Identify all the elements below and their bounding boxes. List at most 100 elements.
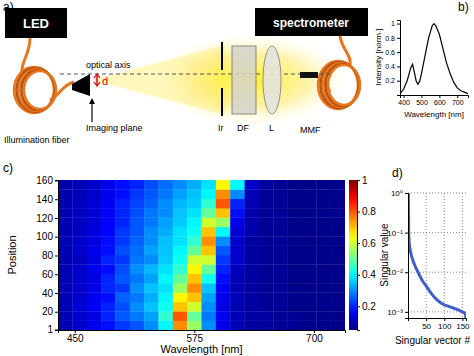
heatmap-cell xyxy=(58,180,73,190)
tick: 0.8 xyxy=(385,35,400,42)
heatmap-cell xyxy=(187,218,202,228)
heatmap-cell xyxy=(316,283,331,293)
grid-line xyxy=(408,311,466,312)
heatmap-cell xyxy=(144,218,159,228)
tick-label: 400 xyxy=(398,99,410,106)
fiber-coil xyxy=(22,70,56,110)
heatmap-cell xyxy=(87,189,102,199)
tick: 100 xyxy=(438,318,452,331)
axis-line xyxy=(405,194,409,319)
heatmap-cell xyxy=(87,236,102,246)
axis: 0.20.40.60.81 xyxy=(385,20,400,95)
tick-label: 0.8 xyxy=(362,206,376,217)
tick-label: 0.6 xyxy=(385,49,395,56)
heatmap-cell xyxy=(273,293,288,303)
heatmap-cell xyxy=(158,274,173,284)
heatmap-cell xyxy=(173,321,188,330)
tick-label: 100 xyxy=(36,231,53,242)
imaging-plane-label: Imaging plane xyxy=(86,123,143,133)
heatmap-cell xyxy=(288,293,303,303)
heatmap-cell xyxy=(273,199,288,209)
heatmap-cell xyxy=(187,246,202,256)
heatmap-cell xyxy=(202,227,217,237)
heatmap-cell xyxy=(216,274,231,284)
heatmap-cell xyxy=(87,255,102,265)
tick-label: 0.8 xyxy=(385,35,395,42)
heatmap-cell xyxy=(72,218,87,228)
tick-mark xyxy=(426,318,427,321)
tick: 0.2 xyxy=(385,77,400,84)
tick: 120 xyxy=(36,213,58,224)
heatmap-cell xyxy=(72,321,87,330)
heatmap-cell xyxy=(72,274,87,284)
tick: 60 xyxy=(42,269,58,280)
lens xyxy=(263,46,281,114)
axis: 400500600700 xyxy=(398,95,468,106)
panel-label: c) xyxy=(3,161,13,175)
heatmap-cell xyxy=(173,302,188,312)
diffuser xyxy=(232,46,256,114)
heatmap-cell xyxy=(316,255,331,265)
heatmap-cell xyxy=(58,189,73,199)
heatmap-cell xyxy=(259,246,274,256)
chart-0: 4005006007000.20.40.60.81b)Wavelength [n… xyxy=(374,0,469,119)
heatmap-cell xyxy=(58,218,73,228)
heatmap-cell xyxy=(144,189,159,199)
optical-axis-line xyxy=(60,74,330,75)
grid-line xyxy=(462,193,463,318)
tick: 10⁻³ xyxy=(387,308,408,317)
heatmap-cell xyxy=(288,311,303,321)
heatmap-cell xyxy=(58,255,73,265)
heatmap-cell xyxy=(87,227,102,237)
heatmap-cell xyxy=(216,208,231,218)
tick: 140 xyxy=(36,194,58,205)
heatmap-cell xyxy=(245,311,260,321)
heatmap-cell xyxy=(101,274,116,284)
heatmap-cell xyxy=(101,321,116,330)
tick-mark xyxy=(405,193,408,194)
heatmap-cell xyxy=(288,302,303,312)
heatmap-cell xyxy=(202,199,217,209)
heatmap-cell xyxy=(302,218,317,228)
heatmap-cell xyxy=(230,189,245,199)
heatmap-cell xyxy=(173,293,188,303)
heatmap-cell xyxy=(259,208,274,218)
heatmap-cell xyxy=(87,199,102,209)
heatmap-cell xyxy=(115,321,130,330)
tick: 500 xyxy=(416,95,428,106)
heatmap-cell xyxy=(331,321,345,330)
heatmap-cell xyxy=(115,236,130,246)
heatmap-cell xyxy=(101,236,116,246)
heatmap-cell xyxy=(216,227,231,237)
grid-line xyxy=(426,193,427,318)
heatmap-cell xyxy=(173,274,188,284)
tick-label: 700 xyxy=(306,333,323,344)
mmf-connector xyxy=(300,72,318,78)
light-glow xyxy=(155,35,345,125)
iris xyxy=(221,42,223,70)
heatmap-cell xyxy=(288,246,303,256)
heatmap-cell xyxy=(302,199,317,209)
heatmap-cell xyxy=(302,274,317,284)
heatmap-cell xyxy=(245,321,260,330)
heatmap-cell xyxy=(245,255,260,265)
heatmap-cell xyxy=(316,218,331,228)
heatmap-cell xyxy=(58,293,73,303)
heatmap-cell xyxy=(259,311,274,321)
heatmap-cell xyxy=(273,321,288,330)
tick-label: 1 xyxy=(47,324,53,335)
heatmap-cell xyxy=(58,208,73,218)
heatmap-cell xyxy=(58,302,73,312)
heatmap-cell xyxy=(245,218,260,228)
heatmap-cell xyxy=(130,227,145,237)
heatmap-cell xyxy=(130,208,145,218)
heatmap-cell xyxy=(230,293,245,303)
heatmap-cell xyxy=(158,264,173,274)
heatmap-cell xyxy=(202,189,217,199)
heatmap-cell xyxy=(173,189,188,199)
heatmap-cell xyxy=(158,199,173,209)
heatmap-cell xyxy=(216,180,231,190)
heatmap-cell xyxy=(101,283,116,293)
heatmap-cell xyxy=(72,283,87,293)
heatmap-cell xyxy=(101,264,116,274)
